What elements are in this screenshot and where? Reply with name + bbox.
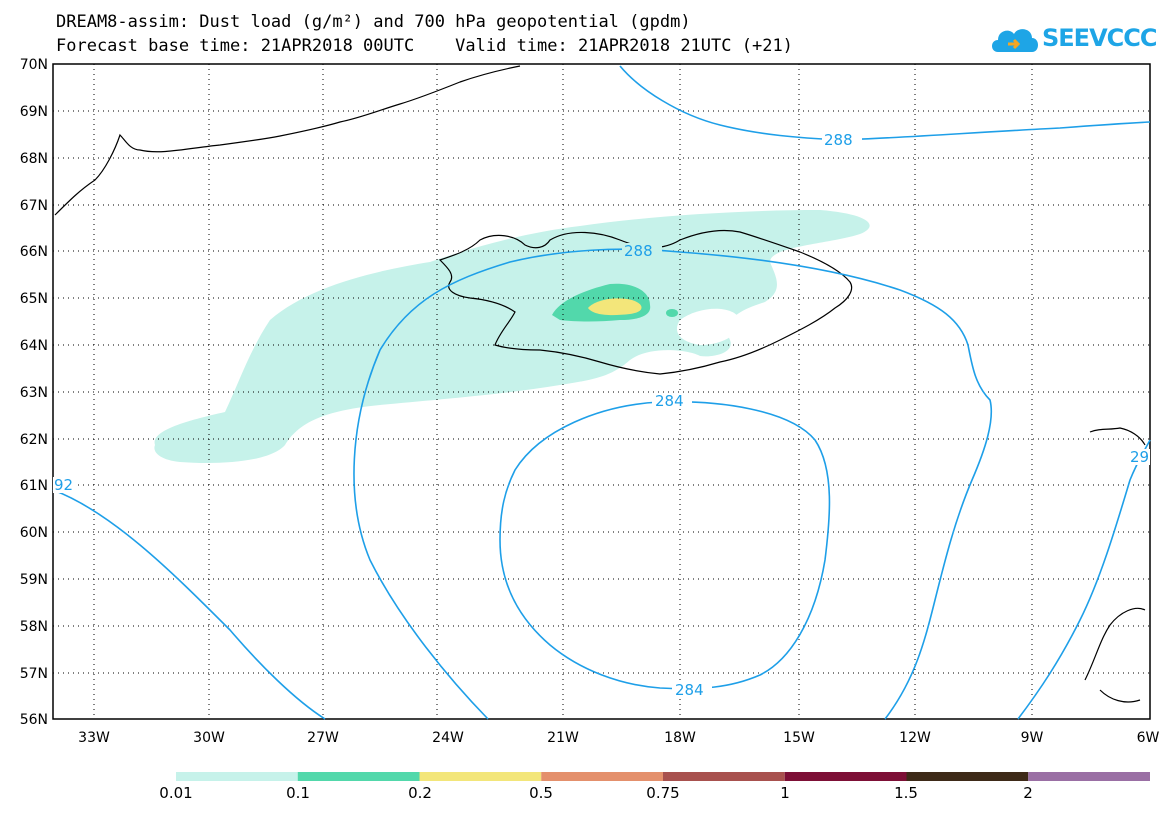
contour-label-bg [1128,449,1150,465]
map-frame [52,63,1151,720]
dust-gap [676,308,741,345]
cloud-icon [992,29,1038,52]
colorbar-label: 0.1 [286,784,310,802]
colorbar-segment [784,772,907,781]
lon-label: 6W [1137,730,1160,746]
lon-label: 30W [193,730,225,746]
lon-label: 33W [78,730,110,746]
contour-label-bg [652,393,692,409]
map-title: DREAM8-assim: Dust load (g/m²) and 700 h… [56,12,691,32]
seevccc-logo: SEEVCCC [988,20,1157,60]
coastlines [54,65,1146,703]
colorbar-segment [663,772,785,781]
lon-label: 24W [432,730,464,746]
lat-label: 61N [20,478,48,494]
lat-label: 69N [20,104,48,120]
lat-label: 62N [20,432,48,448]
lat-label: 66N [20,244,48,260]
lon-label: 27W [307,730,339,746]
colorbar-label: 0.5 [529,784,553,802]
colorbar-segment [906,772,1029,781]
colorbar-label: 2 [1023,784,1033,802]
contour-label: 284 [675,681,704,699]
lon-label: 12W [899,730,931,746]
colorbar-label: 0.01 [159,784,193,802]
colorbar-segment [176,772,298,781]
colorbar-segment [419,772,542,781]
contour-label: 288 [824,131,853,149]
colorbar-segment [1028,772,1150,781]
latitude-labels: 70N 69N 68N 67N 66N 65N 64N 63N 62N 61N … [20,57,48,728]
lon-label: 9W [1021,730,1044,746]
greenland-coast [54,65,521,216]
lat-label: 70N [20,57,48,73]
lat-label: 56N [20,712,48,728]
lon-label: 18W [664,730,696,746]
contour-288-main [353,248,993,720]
dust-region-low [154,210,870,464]
lat-label: 58N [20,619,48,635]
longitude-labels: 33W 30W 27W 24W 21W 18W 15W 12W 9W 6W [78,730,1159,746]
contour-label-bg [53,477,77,493]
contour-label: 29 [1130,448,1149,466]
colorbar-label: 1.5 [894,784,918,802]
lat-label: 67N [20,198,48,214]
contour-292-west [52,489,326,720]
contour-label-bg [622,243,662,259]
dust-spot [666,309,678,317]
colorbar-segment [541,772,663,781]
contour-label-bg [822,132,862,148]
map-subtitle: Forecast base time: 21APR2018 00UTC Vali… [56,36,793,56]
lon-label: 15W [783,730,815,746]
lat-label: 63N [20,385,48,401]
scotland-coast [1084,607,1146,703]
lat-label: 68N [20,151,48,167]
colorbar [176,772,1150,781]
colorbar-segment [297,772,420,781]
colorbar-label: 0.2 [408,784,432,802]
colorbar-label: 1 [780,784,790,802]
lat-label: 57N [20,666,48,682]
faroe-coast [1089,427,1146,446]
lon-label: 21W [547,730,579,746]
lat-label: 60N [20,525,48,541]
contour-label: 284 [655,392,684,410]
dust-region-high [588,298,642,316]
lat-label: 65N [20,291,48,307]
lat-label: 59N [20,572,48,588]
logo-text: SEEVCCC [1042,24,1157,52]
contour-label: 92 [54,476,73,494]
contour-label: 288 [624,242,653,260]
iceland-coast [438,229,853,375]
contour-label-bg [672,682,712,698]
colorbar-label: 0.75 [646,784,680,802]
lat-label: 64N [20,338,48,354]
